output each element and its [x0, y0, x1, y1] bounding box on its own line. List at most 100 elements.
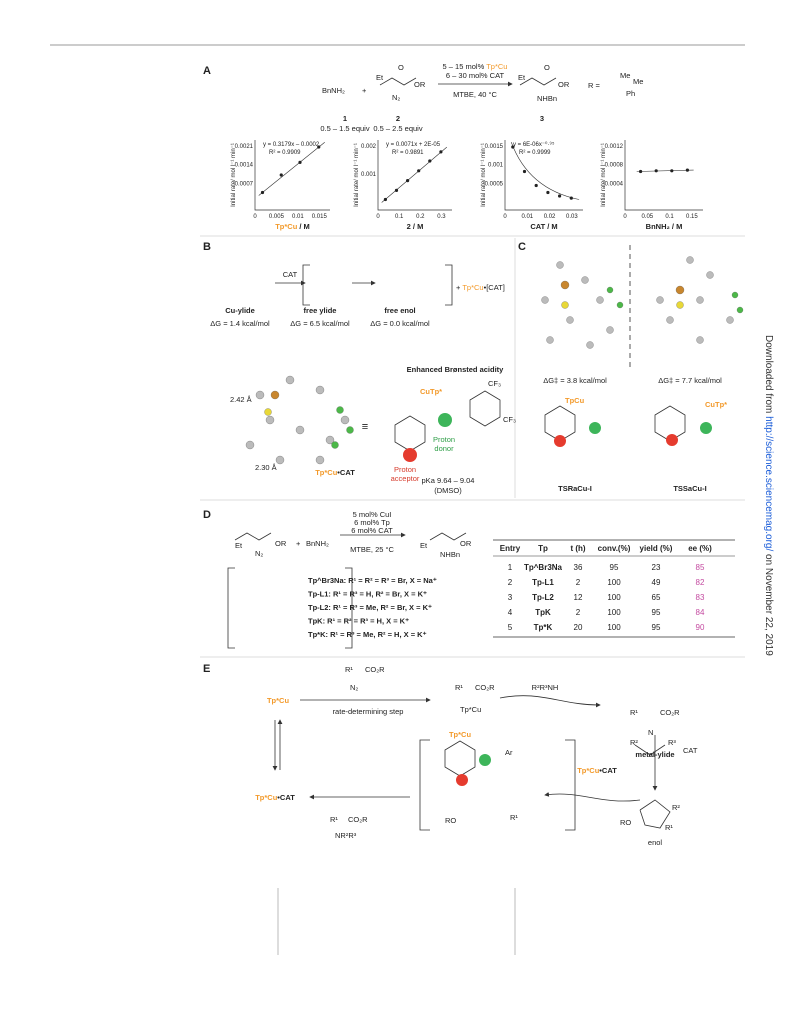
y-axis-label: Initial rate/ mol l⁻¹ min⁻¹ [601, 143, 607, 207]
donor-atom [700, 422, 712, 434]
molecule-sketches [234, 77, 686, 829]
atom-ball [541, 296, 549, 304]
energy: ΔG‡ = 7.7 kcal/mol [658, 376, 722, 385]
table-cell: 95 [652, 623, 661, 632]
atom: R¹ [665, 823, 673, 832]
table-cell: 100 [607, 593, 621, 602]
atom-ball [696, 336, 704, 344]
table-cell: 12 [574, 593, 583, 602]
atom: O [398, 63, 404, 72]
cu-label: CuTp* [420, 387, 442, 396]
x-axis-label-part: 2 / M [407, 222, 424, 231]
plot-axes [254, 140, 330, 211]
atom: Me [633, 77, 643, 86]
atom: OR [275, 539, 287, 548]
table-cell: 3 [508, 593, 513, 602]
acceptor-atom [666, 434, 678, 446]
data-point [670, 169, 674, 173]
energy: ΔG = 1.4 kcal/mol [210, 319, 270, 328]
complex-name-part: Tp*Cu [315, 468, 337, 477]
atom: R² [630, 738, 638, 747]
data-point [298, 160, 302, 164]
table-cell: 83 [696, 593, 705, 602]
x-axis-label-part: BnNH₂ / M [646, 222, 683, 231]
atom-ball [686, 256, 694, 264]
byproduct-part: •[CAT] [484, 283, 505, 292]
distance: 2.42 Å [230, 395, 252, 404]
cu-label: TpCu [565, 396, 585, 405]
note-link[interactable]: http://science.sciencemag.org/ [763, 416, 774, 551]
atom-ball [285, 375, 295, 385]
byproduct: + Tp*Cu•[CAT] [456, 283, 505, 292]
species-name: metal-ylide [635, 750, 674, 759]
donor-atom [479, 754, 491, 766]
atom: CO₂R [660, 708, 680, 717]
atom-ball [331, 441, 339, 449]
atom: N₂ [255, 549, 263, 558]
ligand-def: Tp*K: R¹ = R³ = Me, R² = H, X = K⁺ [308, 630, 427, 639]
r-def: R = [588, 81, 601, 90]
y-tick-label: 0.0007 [235, 181, 254, 187]
equiv: 0.5 – 2.5 equiv [373, 124, 422, 133]
data-point [546, 190, 550, 195]
highlight-atoms [403, 413, 712, 786]
y-tick-label: 0.002 [361, 144, 377, 150]
atom: Et [376, 73, 384, 82]
reagent: CAT [283, 270, 298, 279]
plus: + [296, 539, 301, 548]
atom-ball [706, 271, 714, 279]
atom-ball [295, 425, 305, 435]
data-point [317, 145, 321, 149]
compound-number: 3 [540, 114, 544, 123]
atom-ball [606, 326, 614, 334]
atom: CO₂R [475, 683, 495, 692]
equiv: 0.5 – 1.5 equiv [320, 124, 369, 133]
reagent: BnNH₂ [322, 86, 345, 95]
atom: R¹ [345, 665, 353, 674]
species-name: free enol [384, 306, 415, 315]
atom-ball [675, 285, 685, 295]
data-point [569, 196, 573, 200]
table-cell: 49 [652, 578, 661, 587]
arrows [227, 81, 658, 831]
fit-curve [510, 141, 580, 200]
atom: OR [460, 539, 472, 548]
atom: NR²R³ [335, 831, 357, 840]
complex-name-part: •CAT [277, 793, 295, 802]
conditions-part: 5 – 15 mol% [443, 62, 487, 71]
acceptor: acceptor [391, 474, 420, 483]
x-axis-label-part: / M [297, 222, 310, 231]
atom: OR [414, 80, 426, 89]
x-tick-label: 0.15 [686, 214, 698, 220]
table-cell: Tp-L1 [532, 578, 554, 587]
fit-line [258, 142, 325, 196]
complex-name-part: Tp*Cu [255, 793, 277, 802]
x-axis-label: CAT / M [530, 222, 557, 231]
x-tick-label: 0 [253, 214, 257, 220]
table-cell: 100 [607, 623, 621, 632]
donor-atom [589, 422, 601, 434]
table-header: ee (%) [688, 544, 712, 553]
atom-ball [340, 415, 350, 425]
x-tick-label: 0.05 [641, 214, 653, 220]
reagent: R²R³NH [532, 683, 559, 692]
y-tick-label: 0.0015 [485, 144, 504, 150]
atom: N [648, 728, 653, 737]
species-name: Cu-ylide [225, 306, 255, 315]
acceptor-atom [554, 435, 566, 447]
x-tick-label: 0.2 [416, 214, 425, 220]
table-cell: 84 [696, 608, 705, 617]
x-tick-label: 0 [503, 214, 507, 220]
complex-name-part: •CAT [599, 766, 617, 775]
data-point [279, 173, 283, 177]
ligand-def: TpK: R¹ = R² = R³ = H, X = K⁺ [308, 617, 409, 626]
table-cell: 95 [652, 608, 661, 617]
data-point [534, 183, 538, 188]
conditions: 6 mol% Tp [354, 518, 390, 527]
atom: NHBn [537, 94, 557, 103]
table-cell: 4 [508, 608, 513, 617]
x-tick-label: 0.01 [292, 214, 304, 220]
x-axis-label: BnNH₂ / M [646, 222, 683, 231]
plot-axes [377, 140, 452, 211]
